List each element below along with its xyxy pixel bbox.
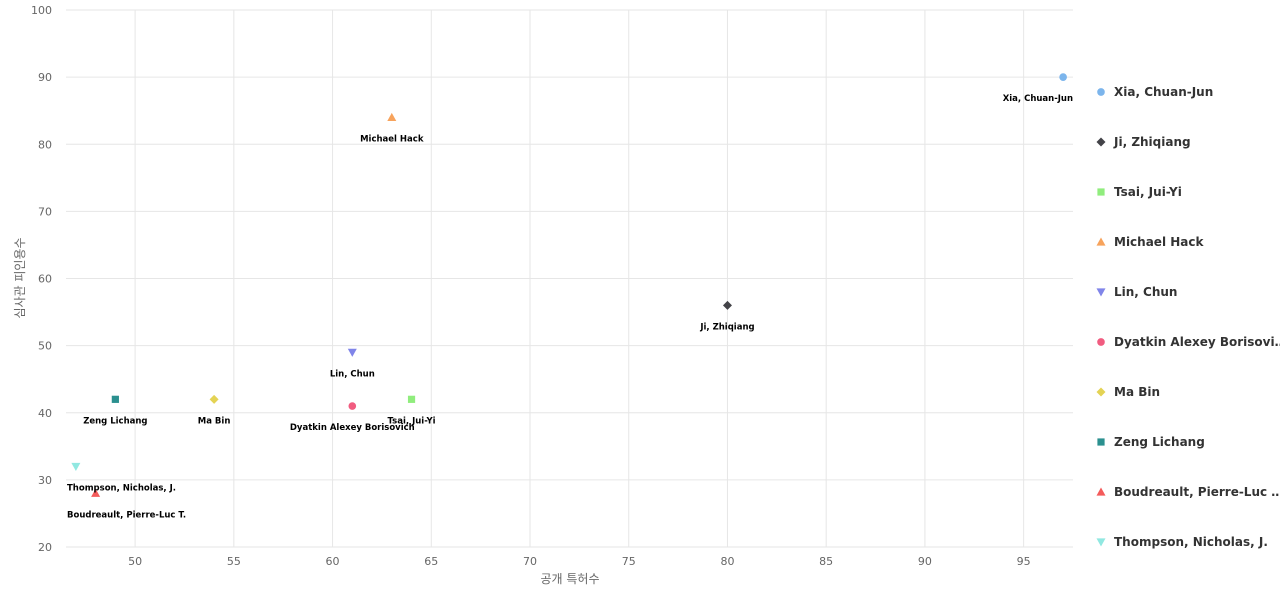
legend-item[interactable]: Ji, Zhiqiang [1096,135,1191,149]
y-tick-label: 80 [38,138,52,151]
x-tick-label: 90 [918,555,932,568]
data-point[interactable] [209,394,219,404]
data-label: Ji, Zhiqiang [699,322,754,332]
data-label: Boudreault, Pierre-Luc T. [67,510,186,520]
legend-symbol[interactable] [1096,487,1106,496]
legend-label[interactable]: Ma Bin [1114,385,1160,399]
data-label: Ma Bin [198,416,231,426]
y-tick-label: 30 [38,474,52,487]
legend-symbol[interactable] [1096,538,1106,547]
legend-symbol[interactable] [1096,137,1106,147]
data-label: Tsai, Jui-Yi [388,416,436,426]
legend-symbol[interactable] [1096,288,1106,297]
legend-label[interactable]: Boudreault, Pierre-Luc … [1114,485,1280,499]
y-tick-label: 100 [31,4,52,17]
x-tick-label: 95 [1017,555,1031,568]
legend-item[interactable]: Thompson, Nicholas, J. [1096,535,1268,549]
y-axis-ticks: 20 30 40 50 60 70 80 90 100 [31,4,52,554]
legend-item[interactable]: Xia, Chuan-Jun [1097,85,1213,99]
legend-symbol[interactable] [1096,237,1106,246]
legend-label[interactable]: Thompson, Nicholas, J. [1114,535,1268,549]
y-tick-label: 20 [38,541,52,554]
x-tick-label: 55 [227,555,241,568]
data-point[interactable] [387,112,397,121]
legend: Xia, Chuan-Jun Ji, Zhiqiang Tsai, Jui-Yi Mi… [1096,85,1280,549]
legend-item[interactable]: Lin, Chun [1096,285,1178,299]
data-label: Thompson, Nicholas, J. [67,483,176,493]
y-tick-label: 40 [38,407,52,420]
data-point[interactable] [91,488,101,497]
legend-item[interactable]: Ma Bin [1096,385,1161,399]
x-tick-label: 65 [424,555,438,568]
legend-item[interactable]: Boudreault, Pierre-Luc … [1096,485,1280,499]
legend-symbol[interactable] [1096,387,1106,397]
legend-label[interactable]: Dyatkin Alexey Borisovi… [1114,335,1280,349]
legend-symbol[interactable] [1097,88,1105,96]
x-tick-label: 85 [819,555,833,568]
legend-symbol[interactable] [1097,438,1105,446]
y-tick-label: 70 [38,205,52,218]
x-axis-title: 공개 특허수 [540,572,599,586]
data-label: Xia, Chuan-Jun [1003,94,1073,104]
data-label: Dyatkin Alexey Borisovich [290,423,415,433]
x-tick-label: 80 [720,555,734,568]
legend-symbol[interactable] [1097,338,1105,346]
legend-label[interactable]: Lin, Chun [1114,285,1177,299]
data-point[interactable] [111,395,119,403]
y-axis-title: 심사관 피인용수 [13,237,27,318]
data-point[interactable] [722,300,732,310]
data-point[interactable] [71,462,81,471]
data-point[interactable] [407,395,416,403]
data-label: Lin, Chun [330,369,375,379]
legend-label[interactable]: Zeng Lichang [1114,435,1205,449]
y-tick-label: 60 [38,273,52,286]
y-tick-label: 90 [38,71,52,84]
legend-label[interactable]: Ji, Zhiqiang [1113,135,1191,149]
legend-symbol[interactable] [1097,188,1105,196]
data-point[interactable] [347,348,357,357]
legend-item[interactable]: Tsai, Jui-Yi [1097,185,1182,199]
x-tick-label: 50 [128,555,142,568]
legend-label[interactable]: Xia, Chuan-Jun [1114,85,1213,99]
x-tick-label: 60 [326,555,340,568]
legend-item[interactable]: Michael Hack [1096,235,1205,249]
x-tick-label: 70 [523,555,537,568]
x-axis-ticks: 50 55 60 65 70 75 80 85 90 95 [128,555,1031,568]
legend-label[interactable]: Tsai, Jui-Yi [1114,185,1182,199]
data-point[interactable] [1059,73,1067,81]
legend-item[interactable]: Dyatkin Alexey Borisovi… [1097,335,1280,349]
grid-lines [66,9,1073,548]
data-points: Xia, Chuan-Jun Ji, Zhiqiang Tsai, Jui-Yi Mi… [67,73,1073,520]
data-label: Zeng Lichang [83,416,147,426]
data-point[interactable] [348,402,357,410]
x-tick-label: 75 [622,555,636,568]
y-tick-label: 50 [38,340,52,353]
data-label: Michael Hack [360,134,424,144]
legend-item[interactable]: Zeng Lichang [1097,435,1205,449]
legend-label[interactable]: Michael Hack [1114,235,1204,249]
